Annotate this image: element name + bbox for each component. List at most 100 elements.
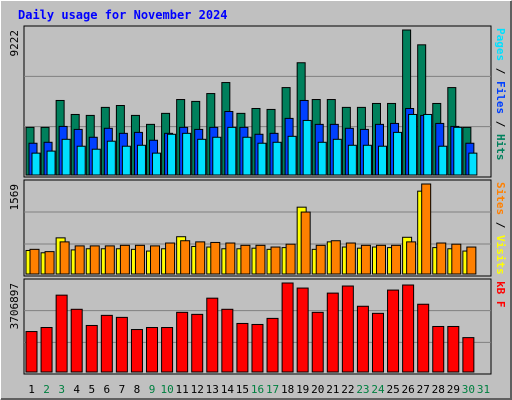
bar (468, 152, 478, 176)
bar (391, 244, 402, 275)
bar (44, 251, 55, 275)
bar (46, 150, 56, 176)
bar (462, 337, 475, 373)
bar (221, 308, 234, 373)
bar (453, 126, 463, 176)
bar (59, 241, 70, 275)
y-tick-label: 3706897 (8, 283, 21, 329)
x-tick-label: 29 (447, 383, 460, 396)
bar (180, 240, 191, 275)
bar (255, 244, 266, 275)
bar (212, 136, 222, 176)
bar (104, 245, 115, 275)
x-tick-label: 13 (206, 383, 219, 396)
x-tick-label: 19 (296, 383, 309, 396)
bar (371, 312, 384, 373)
bar (451, 243, 462, 275)
bar (270, 246, 281, 275)
bar (315, 244, 326, 275)
bar (326, 292, 339, 373)
x-tick-label: 24 (371, 383, 385, 396)
bar (406, 241, 417, 275)
bar (417, 303, 430, 373)
bar (29, 248, 40, 275)
x-tick-label: 17 (266, 383, 279, 396)
bar (266, 317, 279, 373)
bar (85, 324, 98, 373)
x-tick-label: 20 (311, 383, 324, 396)
bar (182, 132, 192, 176)
x-tick-label: 14 (221, 383, 235, 396)
x-tick-label: 5 (88, 383, 95, 396)
legend-entry: Sites (494, 182, 507, 215)
x-tick-label: 25 (386, 383, 399, 396)
bar (387, 289, 400, 373)
x-tick-label: 15 (236, 383, 249, 396)
bar (89, 245, 100, 275)
bar (317, 141, 327, 176)
bar (165, 242, 176, 275)
x-tick-label: 18 (281, 383, 294, 396)
legend-entry: kB F (494, 281, 507, 308)
bar (191, 313, 204, 373)
bar (70, 308, 83, 373)
bar (74, 245, 85, 275)
bar (197, 138, 207, 176)
x-tick-label: 2 (43, 383, 50, 396)
bar (375, 244, 386, 275)
bar (432, 325, 445, 373)
bar (393, 131, 403, 176)
bar (347, 144, 357, 176)
bar (281, 282, 294, 373)
x-tick-label: 9 (149, 383, 156, 396)
x-tick-label: 6 (104, 383, 111, 396)
bar (242, 136, 252, 176)
bar (240, 244, 251, 275)
bar (25, 331, 38, 373)
x-tick-label: 16 (251, 383, 264, 396)
x-tick-label: 23 (356, 383, 369, 396)
bar (91, 148, 101, 176)
legend: Pages / Files / Hits (494, 28, 507, 161)
x-tick-label: 12 (191, 383, 204, 396)
bar (438, 145, 448, 176)
legend-separator: / (494, 114, 507, 134)
bar (136, 144, 146, 176)
bar (195, 241, 206, 275)
bar (272, 141, 282, 176)
bar (134, 244, 145, 275)
bar (225, 242, 236, 275)
bar (302, 119, 312, 176)
x-tick-label: 7 (119, 383, 126, 396)
x-tick-label: 11 (176, 383, 189, 396)
legend-separator: / (494, 61, 507, 81)
y-tick-label: 1569 (8, 184, 21, 211)
bar (115, 316, 128, 373)
bar (436, 242, 447, 275)
x-tick-label: 22 (341, 383, 354, 396)
bar (206, 297, 219, 373)
bar (402, 284, 415, 373)
bar (408, 113, 418, 176)
x-tick-label: 1 (28, 383, 35, 396)
chart-title: Daily usage for November 2024 (18, 8, 228, 22)
bar (296, 287, 309, 373)
bar (300, 211, 311, 275)
bar (167, 133, 177, 176)
legend: Sites / Visits (494, 182, 507, 275)
bar (251, 323, 264, 373)
y-tick-label: 9222 (8, 30, 21, 57)
bar (257, 142, 267, 176)
x-tick-label: 30 (462, 383, 475, 396)
bar (236, 322, 249, 373)
bar (360, 244, 371, 275)
bar (152, 152, 162, 176)
legend-entry: Pages (494, 28, 507, 61)
bar (106, 140, 116, 176)
bar (311, 311, 324, 373)
x-tick-label: 10 (160, 383, 173, 396)
bar (55, 294, 68, 373)
bar (330, 240, 341, 275)
